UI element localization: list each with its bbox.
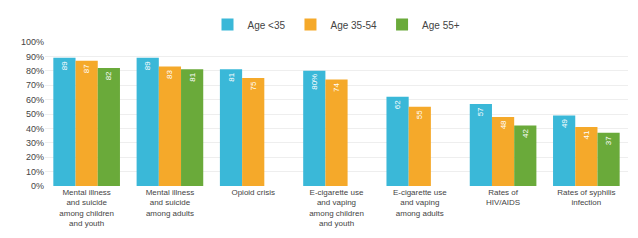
svg-text:Age <35: Age <35 <box>248 20 286 31</box>
svg-text:20%: 20% <box>26 152 44 162</box>
svg-text:41: 41 <box>582 130 591 139</box>
svg-text:30%: 30% <box>26 138 44 148</box>
svg-text:Opioid crisis: Opioid crisis <box>231 188 275 197</box>
svg-text:42: 42 <box>521 129 530 138</box>
svg-text:89: 89 <box>143 61 152 70</box>
svg-text:10%: 10% <box>26 167 44 177</box>
svg-text:82: 82 <box>104 71 113 80</box>
svg-text:87: 87 <box>82 64 91 73</box>
svg-text:Rates ofHIV/AIDS: Rates ofHIV/AIDS <box>486 188 520 207</box>
svg-text:E-cigarette useand vapingamong: E-cigarette useand vapingamong adults <box>393 188 447 218</box>
svg-text:E-cigarette useand vapingamong: E-cigarette useand vapingamong childrena… <box>309 188 364 228</box>
svg-text:81: 81 <box>188 72 197 81</box>
svg-text:80%: 80% <box>310 74 319 90</box>
svg-text:75: 75 <box>249 81 258 90</box>
svg-text:Rates of syphilisinfection: Rates of syphilisinfection <box>557 188 615 207</box>
svg-text:Age 55+: Age 55+ <box>422 20 460 31</box>
svg-text:70%: 70% <box>26 80 44 90</box>
svg-text:49: 49 <box>560 118 569 127</box>
svg-text:55: 55 <box>415 110 424 119</box>
svg-text:60%: 60% <box>26 95 44 105</box>
svg-text:48: 48 <box>499 120 508 129</box>
svg-text:90%: 90% <box>26 52 44 62</box>
svg-text:62: 62 <box>393 100 402 109</box>
svg-text:Mental illnessand suicideamong: Mental illnessand suicideamong childrena… <box>59 188 114 228</box>
svg-text:57: 57 <box>476 107 485 116</box>
svg-text:37: 37 <box>604 136 613 145</box>
svg-text:100%: 100% <box>21 37 44 47</box>
svg-text:80%: 80% <box>26 66 44 76</box>
svg-text:83: 83 <box>165 69 174 78</box>
svg-text:0%: 0% <box>31 181 44 191</box>
svg-text:81: 81 <box>227 72 236 81</box>
svg-text:50%: 50% <box>26 109 44 119</box>
svg-text:40%: 40% <box>26 124 44 134</box>
svg-text:74: 74 <box>332 82 341 91</box>
svg-text:Age 35-54: Age 35-54 <box>330 20 377 31</box>
svg-text:89: 89 <box>60 61 69 70</box>
svg-text:Mental illnessand suicideamong: Mental illnessand suicideamong adults <box>146 188 194 218</box>
